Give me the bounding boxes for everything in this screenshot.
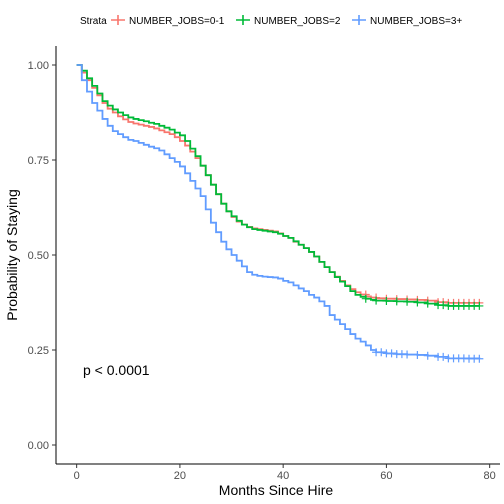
censor-mark (392, 297, 401, 306)
legend-key-icon (111, 15, 125, 25)
censor-mark (475, 354, 484, 363)
y-tick-label: 0.00 (28, 440, 49, 452)
legend-label: NUMBER_JOBS=3+ (370, 16, 462, 27)
censor-mark (361, 294, 370, 303)
x-axis-title: Months Since Hire (219, 482, 334, 498)
y-tick-label: 0.75 (28, 155, 49, 167)
x-tick-label: 60 (380, 470, 392, 482)
p-value-annotation: p < 0.0001 (83, 362, 150, 378)
x-tick-label: 40 (277, 470, 289, 482)
censor-mark (382, 296, 391, 305)
legend-label: NUMBER_JOBS=0-1 (129, 16, 225, 27)
y-axis-title: Probability of Staying (4, 189, 20, 321)
censor-mark (403, 350, 412, 359)
legend-key-icon (352, 15, 366, 25)
legend-item: NUMBER_JOBS=2 (236, 15, 341, 27)
x-tick-label: 0 (74, 470, 80, 482)
censor-mark (403, 297, 412, 306)
legend-label: NUMBER_JOBS=2 (254, 16, 341, 27)
legend: Strata NUMBER_JOBS=0-1 NUMBER_JOBS=2 NUMBE… (80, 15, 462, 27)
y-tick-label: 1.00 (28, 60, 49, 72)
censor-mark (423, 299, 432, 308)
censor-mark (475, 301, 484, 310)
censor-mark (439, 301, 448, 310)
y-tick-label: 0.25 (28, 345, 49, 357)
censor-mark (439, 352, 448, 361)
survival-curve (76, 64, 480, 304)
series-2 (76, 64, 484, 363)
plot-area: 0.00 0.25 0.50 0.75 1.00 0 20 40 60 80 (28, 46, 500, 482)
legend-title: Strata (80, 16, 107, 27)
censor-mark (387, 349, 396, 358)
censor-mark (377, 348, 386, 357)
x-tick-label: 80 (484, 470, 496, 482)
censor-mark (423, 351, 432, 360)
y-tick-label: 0.50 (28, 250, 49, 262)
censor-mark (413, 298, 422, 307)
legend-key-icon (236, 15, 250, 25)
x-tick-label: 20 (174, 470, 186, 482)
censor-mark (372, 296, 381, 305)
legend-item: NUMBER_JOBS=3+ (352, 15, 462, 27)
legend-item: NUMBER_JOBS=0-1 (111, 15, 225, 27)
series-1 (76, 64, 484, 310)
censor-mark (413, 350, 422, 359)
survival-curve (76, 64, 480, 307)
survival-curve (76, 64, 481, 360)
series-0 (76, 64, 484, 307)
